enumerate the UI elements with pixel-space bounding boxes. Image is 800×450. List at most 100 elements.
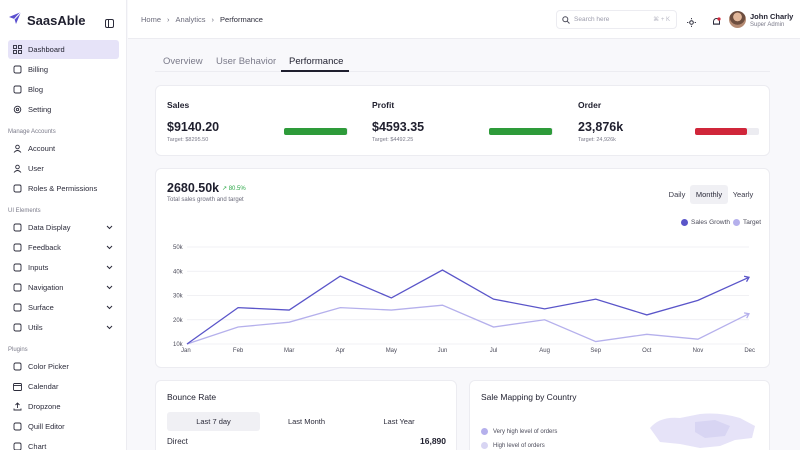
period-selector: Last 7 day Last Month Last Year: [167, 412, 445, 431]
bell-icon[interactable]: [712, 14, 721, 32]
sales-subtitle: Total sales growth and target: [167, 197, 244, 203]
feedback-icon: [12, 243, 22, 253]
sidebar-item-label: Quill Editor: [28, 422, 65, 431]
dashboard-icon: [12, 45, 22, 55]
progress-bar: [695, 128, 759, 135]
sidebar-item-data-display[interactable]: Data Display: [8, 218, 119, 237]
legend-swatch: [733, 219, 740, 226]
sidebar-item-setting[interactable]: Setting: [8, 100, 119, 119]
surface-icon: [12, 303, 22, 313]
sidebar-toggle-icon[interactable]: [105, 15, 114, 33]
tab-overview[interactable]: Overview: [163, 56, 203, 67]
user-role: Super Admin: [750, 22, 785, 28]
breadcrumb-analytics[interactable]: Analytics: [175, 15, 206, 24]
y-tick-label: 50k: [173, 245, 184, 251]
sidebar-item-utils[interactable]: Utils: [8, 318, 119, 337]
sidebar-item-chart[interactable]: Chart: [8, 437, 119, 450]
x-tick-label: Jun: [438, 348, 448, 354]
chevron-down-icon: [106, 243, 113, 252]
brand[interactable]: SaasAble: [8, 10, 86, 30]
y-tick-label: 30k: [173, 294, 184, 300]
sidebar-item-navigation[interactable]: Navigation: [8, 278, 119, 297]
sidebar-item-label: Dropzone: [28, 402, 61, 411]
sidebar-item-label: Navigation: [28, 283, 64, 292]
editor-icon: [12, 422, 22, 432]
sidebar-item-dropzone[interactable]: Dropzone: [8, 397, 119, 416]
inputs-icon: [12, 263, 22, 273]
navigation-icon: [12, 283, 22, 293]
legend-label: High level of orders: [493, 442, 545, 449]
sidebar-item-label: Feedback: [28, 243, 61, 252]
sidebar-item-inputs[interactable]: Inputs: [8, 258, 119, 277]
kpi-label: Profit: [372, 100, 395, 110]
avatar[interactable]: [729, 11, 746, 28]
tab-divider: [155, 71, 770, 72]
legend-label: Very high level of orders: [493, 428, 558, 435]
sidebar-item-roles-permissions[interactable]: Roles & Permissions: [8, 179, 119, 198]
users-icon: [12, 164, 22, 174]
search-icon: [562, 15, 570, 24]
sidebar: SaasAble: [0, 0, 127, 450]
chevron-right-icon: ›: [167, 15, 170, 24]
sidebar-item-blog[interactable]: Blog: [8, 80, 119, 99]
sidebar-item-user[interactable]: User: [8, 159, 119, 178]
breadcrumb-home[interactable]: Home: [141, 15, 162, 24]
search-shortcut: ⌘ + K: [653, 17, 670, 23]
x-tick-label: Aug: [539, 348, 550, 354]
chevron-down-icon: [106, 283, 113, 292]
kpi-target: Target: $4492.25: [372, 137, 414, 143]
sidebar-item-surface[interactable]: Surface: [8, 298, 119, 317]
chevron-right-icon: ›: [211, 15, 215, 24]
sidebar-item-feedback[interactable]: Feedback: [8, 238, 119, 257]
top-header: [128, 0, 800, 39]
sale-mapping-title: Sale Mapping by Country: [481, 392, 577, 402]
user-name[interactable]: John Charly: [750, 12, 794, 21]
breadcrumb-current: Performance: [220, 15, 263, 24]
upload-icon: [12, 402, 22, 412]
sidebar-item-calendar[interactable]: Calendar: [8, 377, 119, 396]
x-tick-label: Jul: [490, 348, 498, 354]
x-tick-label: Mar: [284, 348, 294, 354]
sidebar-item-label: Calendar: [28, 382, 59, 391]
sidebar-item-quill-editor[interactable]: Quill Editor: [8, 417, 119, 436]
sales-total: 2680.50k: [167, 181, 220, 195]
tab-user-behavior[interactable]: User Behavior: [216, 56, 277, 67]
calendar-icon: [12, 382, 22, 392]
tab-active-indicator: [281, 70, 349, 72]
chevron-down-icon: [106, 263, 113, 272]
sales-chart-card: [155, 168, 770, 368]
sidebar-item-account[interactable]: Account: [8, 139, 119, 158]
period-last-year[interactable]: Last Year: [383, 417, 415, 426]
range-daily-button[interactable]: Daily: [668, 190, 686, 199]
range-monthly-button[interactable]: Monthly: [690, 185, 728, 204]
sidebar-item-billing[interactable]: Billing: [8, 60, 119, 79]
sidebar-section-label: Manage Accounts: [8, 129, 56, 135]
kpi-value: $9140.20: [167, 120, 220, 134]
period-last-month[interactable]: Last Month: [287, 417, 326, 426]
sidebar-item-color-picker[interactable]: Color Picker: [8, 357, 119, 376]
breadcrumb: Home › Analytics › Performance: [141, 15, 269, 24]
sidebar-item-label: Surface: [28, 303, 54, 312]
billing-icon: [12, 65, 22, 75]
roles-icon: [12, 184, 22, 194]
range-yearly-button[interactable]: Yearly: [732, 190, 754, 199]
legend-sales-growth: Sales Growth: [681, 219, 730, 226]
sidebar-item-dashboard[interactable]: Dashboard: [8, 40, 119, 59]
series-line-sales-growth: [186, 269, 750, 345]
kpi-value: $4593.35: [372, 120, 425, 134]
x-tick-label: Jan: [181, 348, 191, 354]
data-display-icon: [12, 223, 22, 233]
color-picker-icon: [12, 362, 22, 372]
theme-sun-icon[interactable]: [687, 14, 696, 32]
chevron-down-icon: [106, 323, 113, 332]
sidebar-item-label: Roles & Permissions: [28, 184, 98, 193]
kpi-label: Sales: [167, 100, 190, 110]
tab-performance[interactable]: Performance: [289, 56, 344, 67]
sidebar-item-label: Chart: [28, 442, 47, 450]
legend-swatch: [681, 219, 688, 226]
period-last-7-day[interactable]: Last 7 day: [167, 412, 260, 431]
growth-badge: ↗ 80.5%: [222, 185, 246, 192]
legend-swatch: [481, 442, 488, 449]
kpi-target: Target: 24,926k: [578, 137, 616, 143]
search-input[interactable]: Search here ⌘ + K: [556, 10, 677, 29]
